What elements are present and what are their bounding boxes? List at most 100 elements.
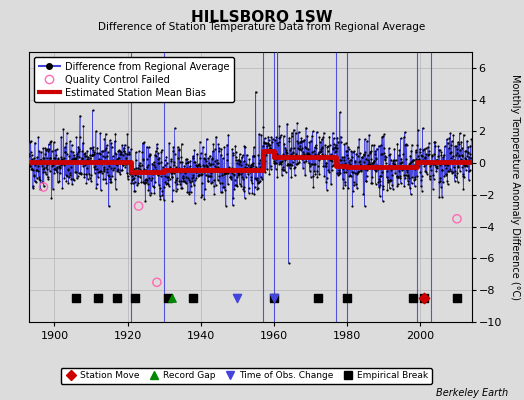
Point [163,174,171,180]
Point [165,182,173,189]
Point [387,177,396,184]
Point [457,152,466,158]
Point [97,148,106,154]
Point [243,164,252,171]
Point [94,295,103,301]
Point [59,158,67,165]
Point [116,167,125,173]
Point [157,159,165,166]
Point [350,179,358,186]
Point [361,136,369,142]
Point [458,145,466,151]
Point [274,142,282,148]
Point [294,129,303,135]
Point [40,164,49,171]
Point [148,175,156,181]
Point [388,172,397,178]
Point [29,182,37,189]
Point [431,143,439,149]
Point [446,167,455,174]
Text: Berkeley Earth: Berkeley Earth [436,388,508,398]
Point [168,170,177,176]
Point [118,167,127,174]
Point [206,152,214,159]
Point [260,135,269,141]
Point [63,158,72,164]
Point [59,126,68,132]
Point [337,139,345,146]
Point [457,156,465,162]
Point [412,156,421,162]
Point [132,171,140,177]
Point [361,203,369,210]
Point [126,158,134,164]
Point [182,180,191,186]
Point [323,175,331,182]
Point [28,166,36,172]
Point [220,184,228,190]
Point [122,161,130,167]
Point [354,169,363,175]
Point [182,165,191,171]
Point [168,198,177,204]
Point [314,295,322,301]
Point [334,139,342,145]
Point [297,135,305,141]
Point [409,165,417,171]
Point [68,157,77,163]
Point [465,177,473,183]
Point [138,162,146,168]
Point [300,153,308,160]
Point [369,158,378,165]
Point [46,138,54,145]
Point [53,164,62,171]
Point [143,156,151,162]
Point [449,153,457,159]
Point [365,165,374,171]
Point [253,179,261,185]
Point [38,163,46,170]
Point [159,197,168,203]
Point [266,142,274,149]
Point [311,161,319,168]
Point [99,148,107,154]
Point [228,152,237,158]
Point [448,169,456,176]
Point [52,158,60,164]
Point [338,154,346,160]
Point [52,152,60,159]
Point [33,154,41,160]
Point [221,170,230,176]
Point [217,172,226,178]
Point [158,147,166,153]
Point [139,179,147,186]
Point [102,180,111,186]
Point [185,166,194,172]
Point [384,165,392,172]
Point [397,155,406,162]
Point [25,152,33,159]
Point [133,169,141,175]
Point [267,148,276,155]
Point [321,142,330,149]
Point [53,179,62,185]
Point [455,152,463,158]
Point [178,175,187,182]
Point [431,162,439,168]
Point [52,146,61,152]
Point [386,151,395,158]
Point [203,163,211,169]
Point [92,128,100,134]
Point [380,156,389,163]
Point [153,145,161,152]
Point [117,149,125,156]
Point [148,183,157,190]
Point [299,165,307,171]
Point [28,156,37,162]
Point [320,152,329,158]
Point [288,133,296,139]
Point [357,166,365,173]
Point [182,160,190,166]
Point [416,169,424,175]
Point [361,149,369,155]
